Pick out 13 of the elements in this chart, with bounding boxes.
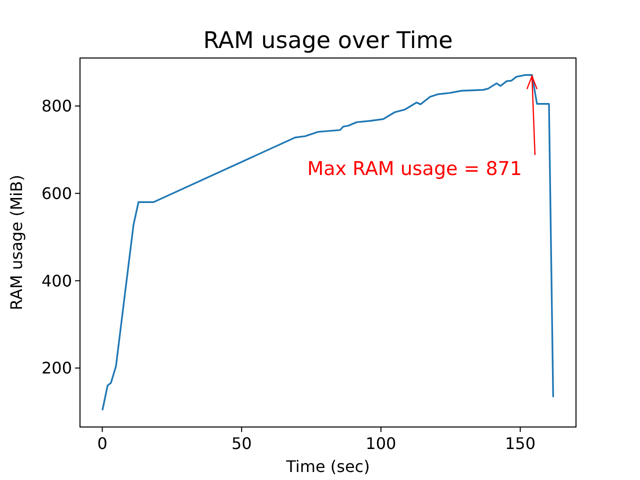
x-tick-label: 150 (504, 434, 536, 453)
y-tick-label: 400 (41, 271, 72, 290)
chart-title: RAM usage over Time (203, 28, 453, 54)
y-tick-label: 600 (41, 184, 72, 203)
line-series (102, 74, 554, 410)
x-tick-label: 50 (231, 434, 252, 453)
y-tick-label: 800 (41, 96, 72, 116)
x-axis-title: Time (sec) (285, 457, 370, 476)
y-axis-title: RAM usage (MiB) (7, 174, 26, 310)
x-tick-label: 100 (366, 434, 396, 453)
x-tick-label: 0 (97, 434, 108, 453)
annotation: Max RAM usage = 871 (307, 158, 522, 180)
y-tick-label: 200 (41, 358, 72, 378)
